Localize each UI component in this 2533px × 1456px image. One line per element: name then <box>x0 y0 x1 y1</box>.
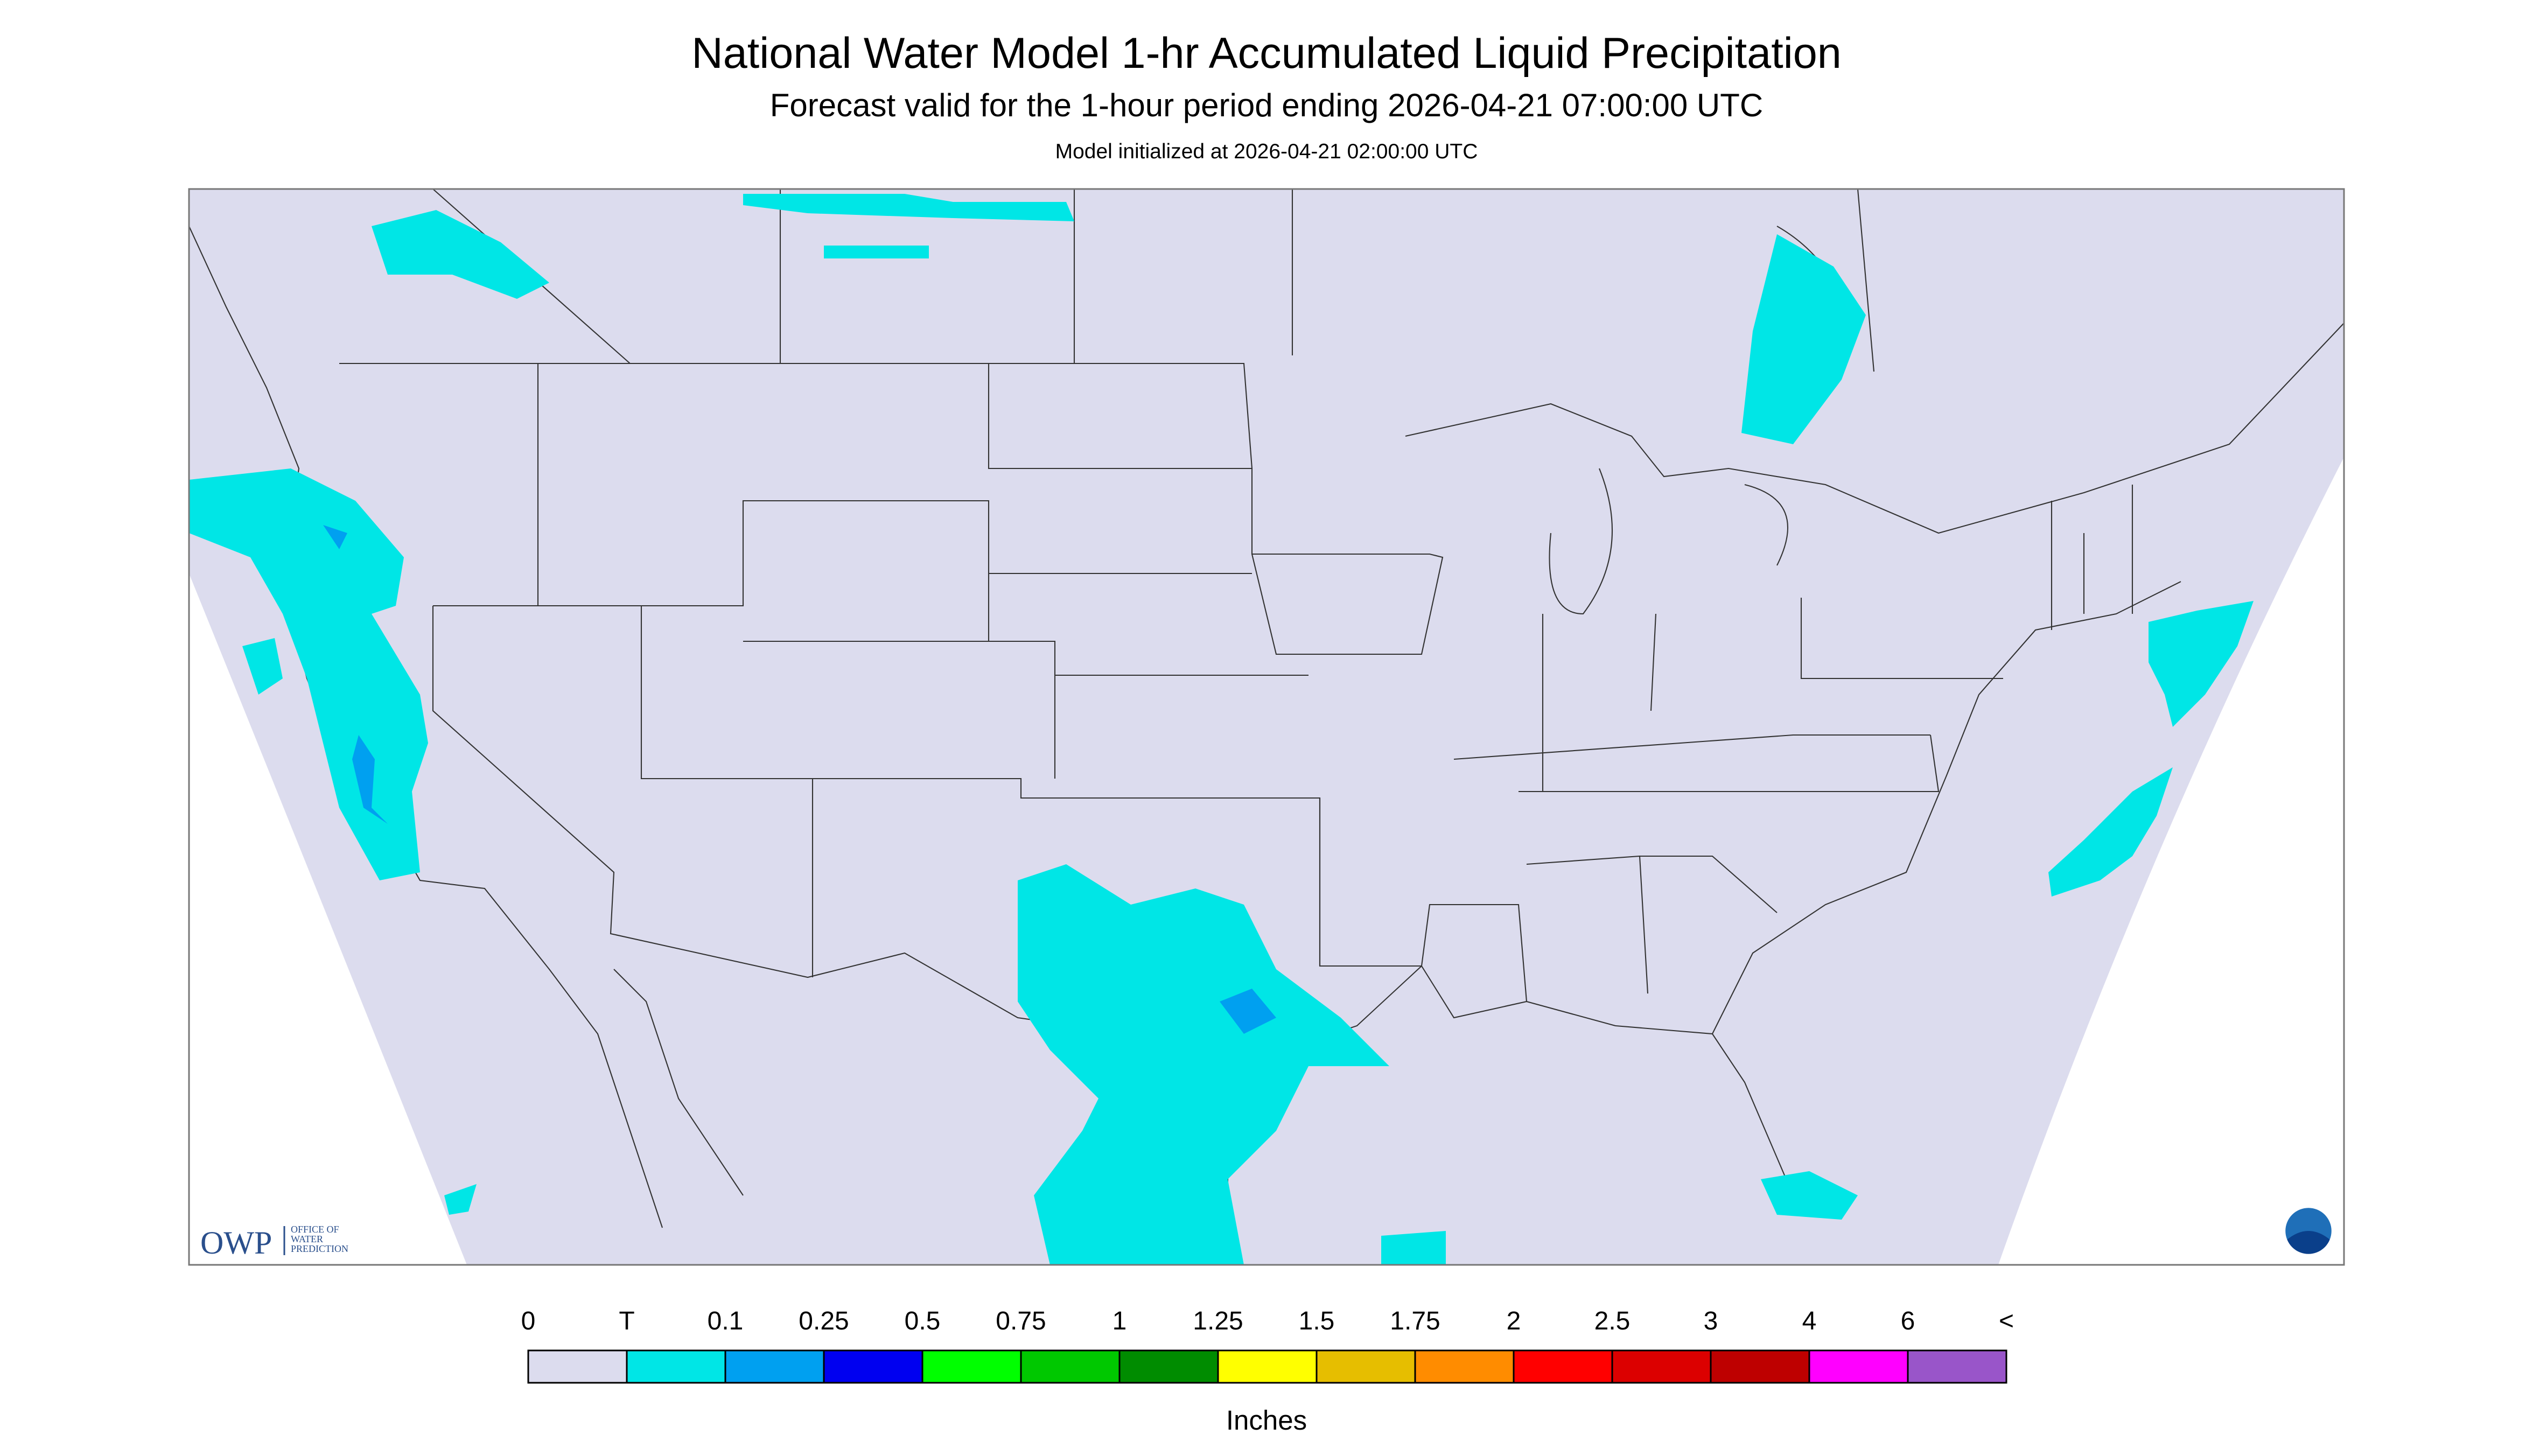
map-frame <box>188 188 2345 1266</box>
colorbar-swatch <box>527 1349 628 1384</box>
model-domain <box>189 189 2344 1265</box>
colorbar-label: 0.75 <box>996 1307 1046 1335</box>
colorbar-unit: Inches <box>1226 1405 1307 1436</box>
colorbar-swatch <box>626 1349 726 1384</box>
init-time: Model initialized at 2026-04-21 02:00:00… <box>1055 140 1478 163</box>
logo-line: OFFICE OF <box>291 1224 339 1235</box>
colorbar-swatch <box>921 1349 1022 1384</box>
colorbar-swatch <box>823 1349 923 1384</box>
colorbar-swatch <box>1907 1349 2007 1384</box>
colorbar-label: 0.1 <box>708 1307 744 1335</box>
colorbar-label: < <box>1999 1307 2014 1335</box>
colorbar-label: 1.25 <box>1193 1307 1243 1335</box>
colorbar-swatch <box>1020 1349 1121 1384</box>
colorbar-label: 0.5 <box>905 1307 941 1335</box>
colorbar-swatch <box>724 1349 825 1384</box>
title: National Water Model 1-hr Accumulated Li… <box>691 29 1842 78</box>
colorbar-label: 3 <box>1704 1307 1718 1335</box>
logo-line: PREDICTION <box>291 1243 348 1254</box>
colorbar-swatch <box>1710 1349 1810 1384</box>
colorbar-label: 6 <box>1901 1307 1915 1335</box>
noaa-logo <box>2283 1205 2334 1257</box>
precipitation <box>189 194 2254 1265</box>
colorbar-swatch <box>1217 1349 1318 1384</box>
colorbar-swatch <box>1513 1349 1613 1384</box>
logo-abbr: OWP <box>200 1225 272 1261</box>
colorbar-label: 1 <box>1112 1307 1127 1335</box>
colorbar-label: 2.5 <box>1594 1307 1631 1335</box>
colorbar-swatch <box>1808 1349 1909 1384</box>
colorbar-label: 1.75 <box>1390 1307 1440 1335</box>
colorbar-swatch <box>1118 1349 1219 1384</box>
colorbar-label: 1.5 <box>1299 1307 1335 1335</box>
colorbar-label: 0.25 <box>799 1307 849 1335</box>
colorbar-swatch <box>1414 1349 1515 1384</box>
colorbar: 0 T 0.1 0.25 0.5 0.75 1 1.25 1.5 1.75 2 2.5 3 4 6 < <box>521 1307 2014 1384</box>
colorbar-label: T <box>619 1307 634 1335</box>
colorbar-label: 4 <box>1802 1307 1817 1335</box>
colorbar-label: 0 <box>521 1307 536 1335</box>
colorbar-swatch <box>1316 1349 1416 1384</box>
colorbar-label: 2 <box>1507 1307 1521 1335</box>
subtitle: Forecast valid for the 1-hour period end… <box>770 87 1763 123</box>
logo-line: WATER <box>291 1234 323 1244</box>
colorbar-swatch <box>1611 1349 1712 1384</box>
